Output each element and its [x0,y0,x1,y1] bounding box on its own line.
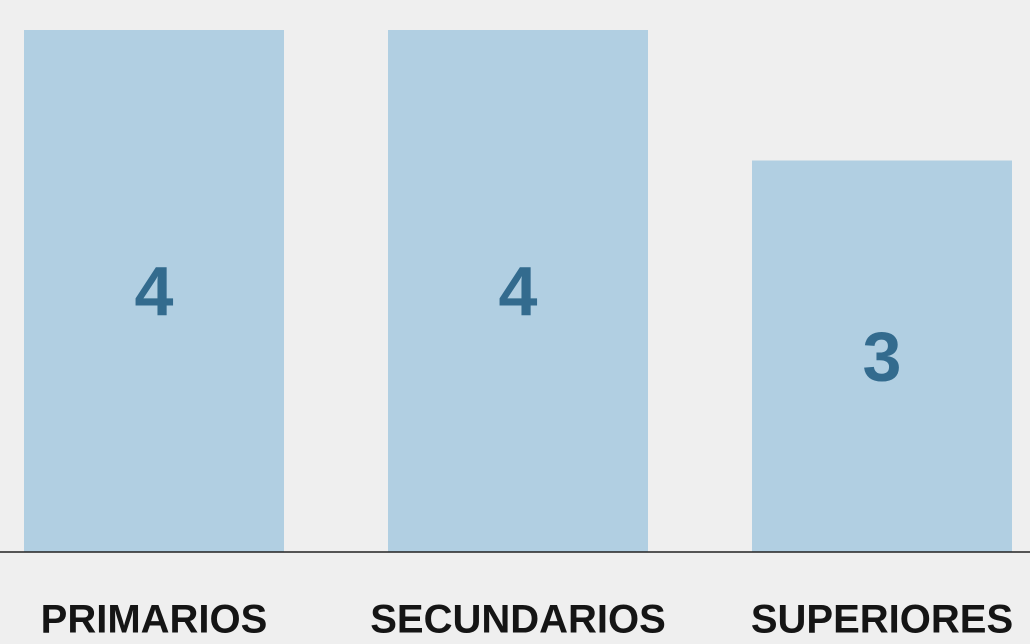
bar [752,160,1012,552]
value-label: 3 [863,318,902,396]
bar [388,30,648,552]
x-tick-label: PRIMARIOS [41,598,268,642]
value-label: 4 [499,252,538,330]
x-tick-label: SECUNDARIOS [370,598,666,642]
value-label: 4 [135,252,174,330]
x-tick-label: SUPERIORES [751,598,1013,642]
bar [24,30,284,552]
